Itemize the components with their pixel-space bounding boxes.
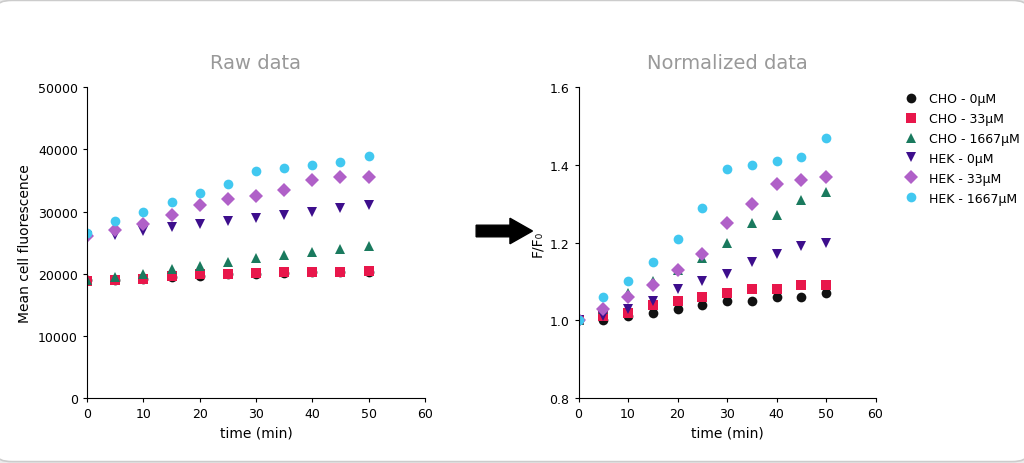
Title: Normalized data: Normalized data xyxy=(647,54,807,73)
Title: Raw data: Raw data xyxy=(211,54,301,73)
Y-axis label: F/F₀: F/F₀ xyxy=(530,230,544,256)
X-axis label: time (min): time (min) xyxy=(219,425,293,440)
Y-axis label: Mean cell fluorescence: Mean cell fluorescence xyxy=(18,164,33,322)
X-axis label: time (min): time (min) xyxy=(690,425,764,440)
Legend: CHO - 0μM, CHO - 33μM, CHO - 1667μM, HEK - 0μM, HEK - 33μM, HEK - 1667μM: CHO - 0μM, CHO - 33μM, CHO - 1667μM, HEK… xyxy=(894,88,1024,210)
